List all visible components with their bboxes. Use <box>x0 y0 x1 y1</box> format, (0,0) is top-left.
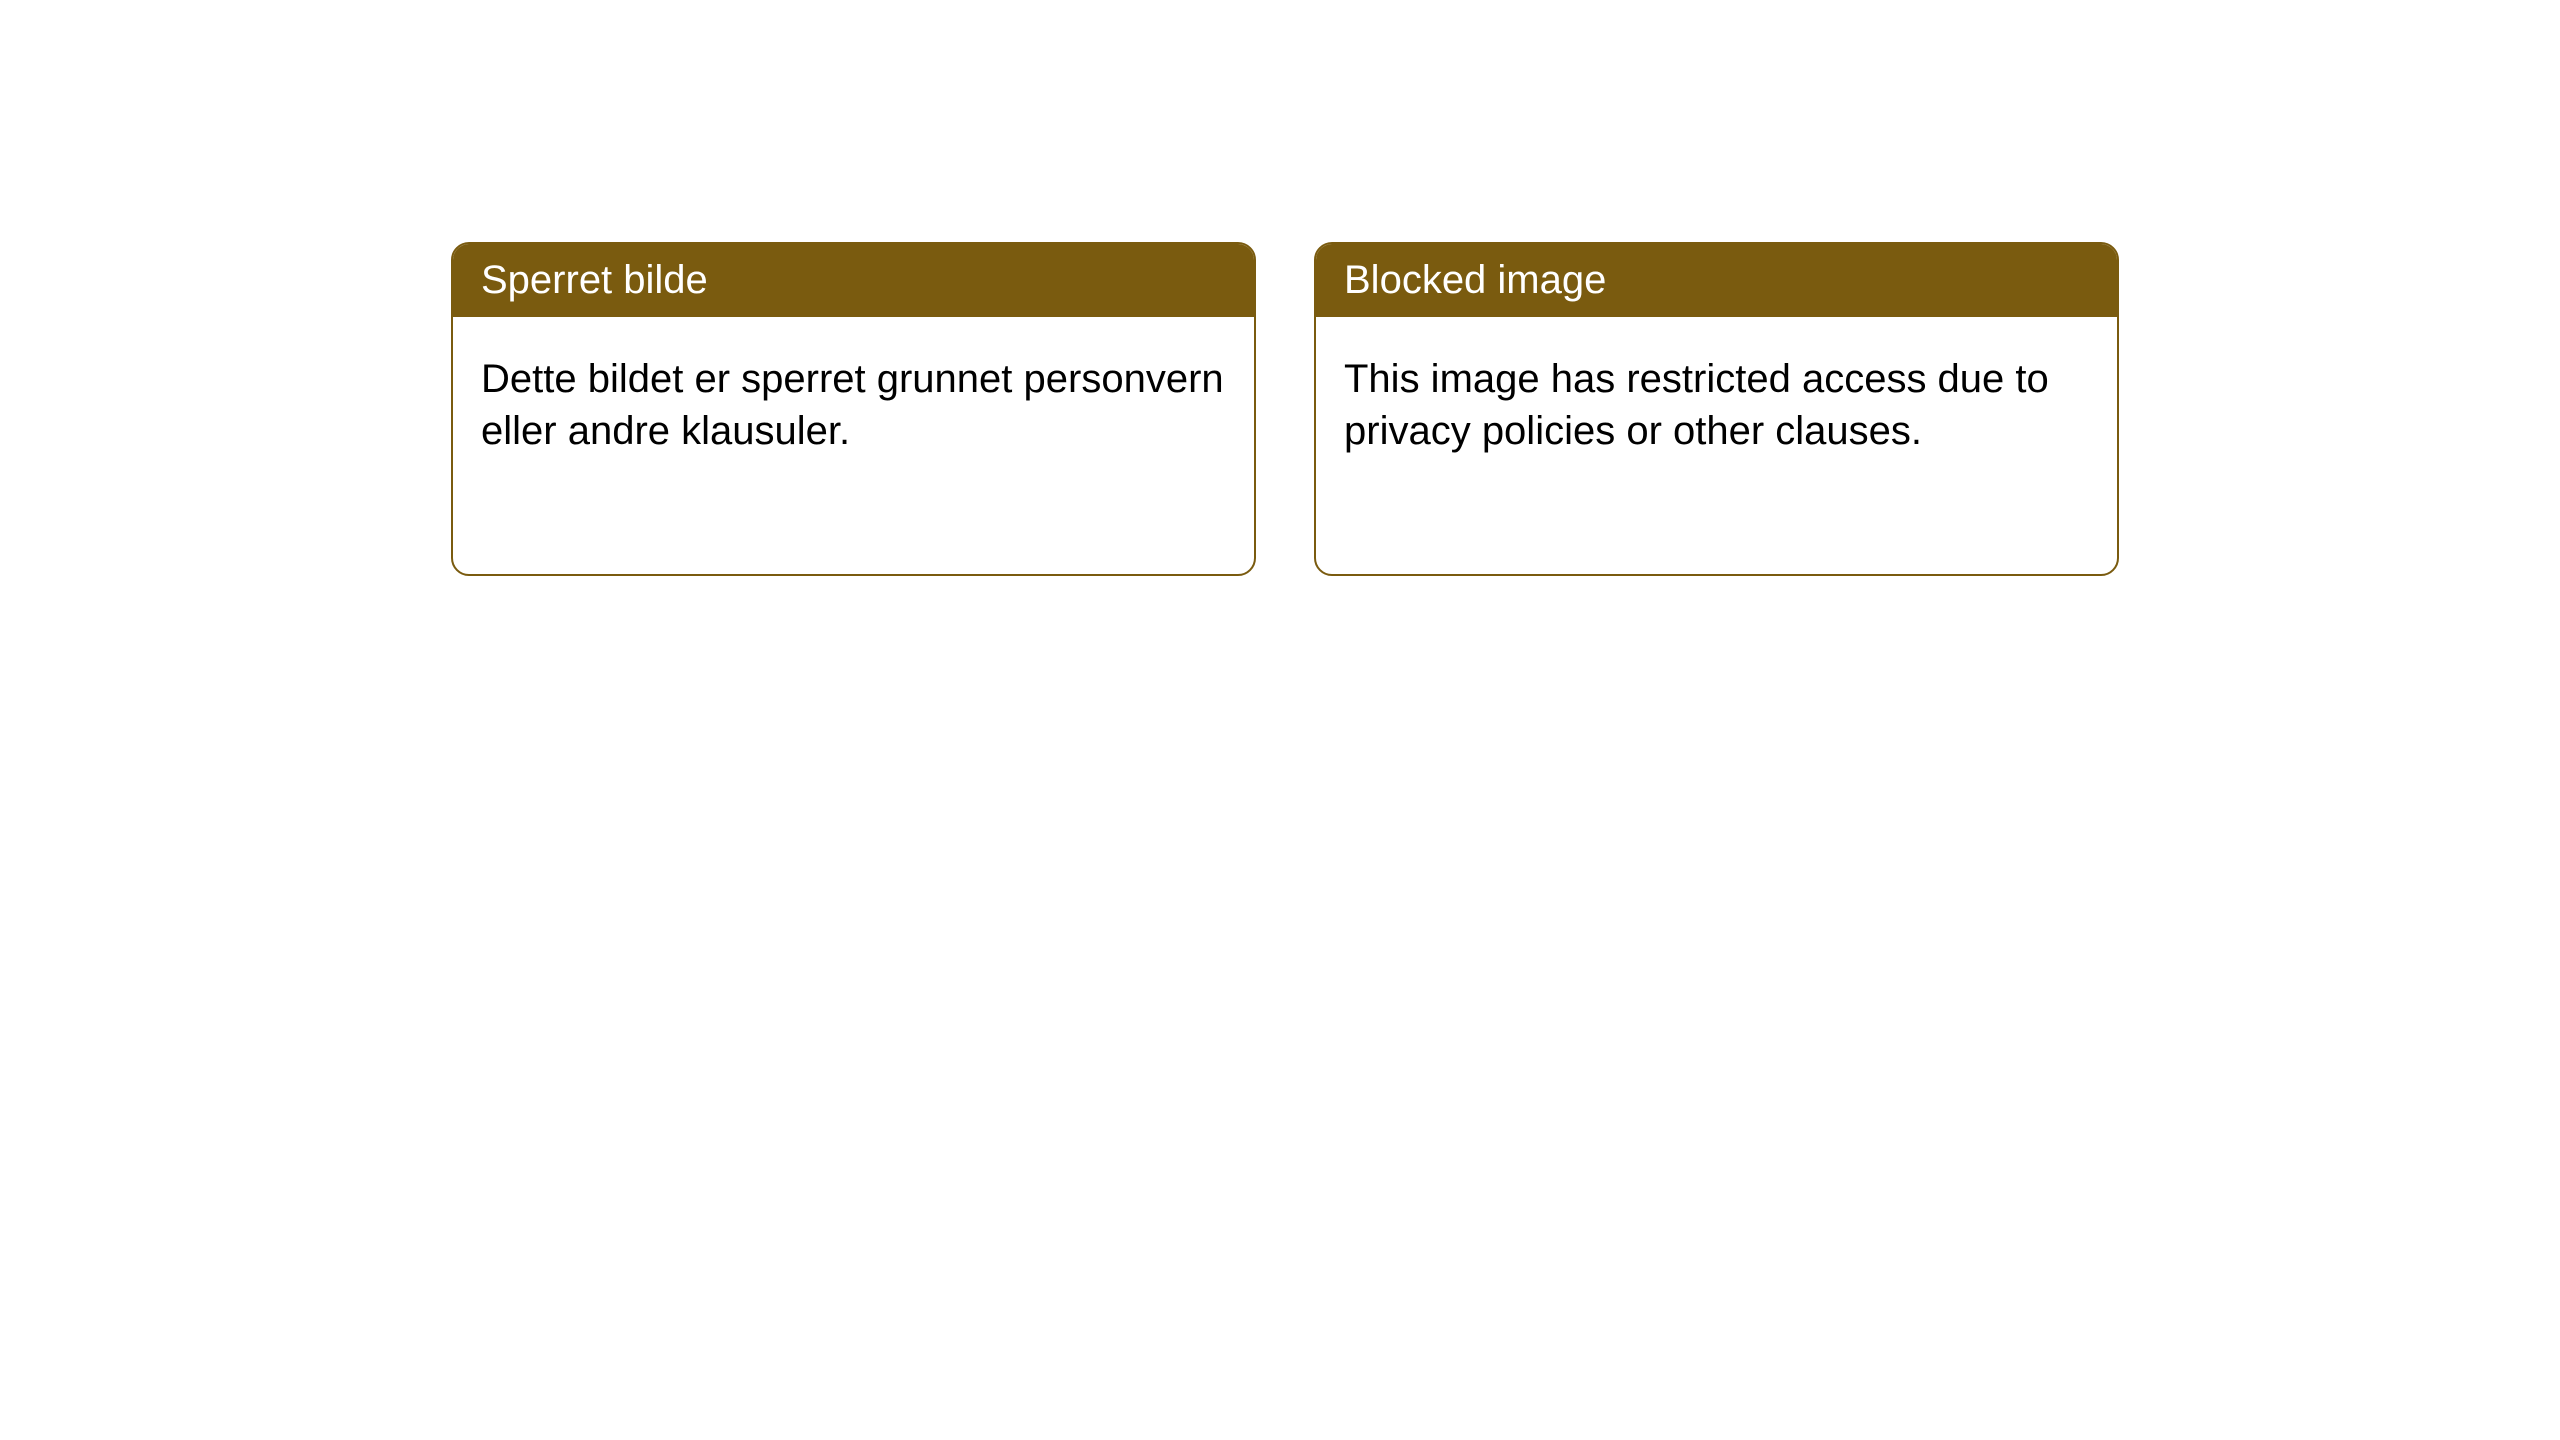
card-header-norwegian: Sperret bilde <box>453 244 1254 317</box>
notice-card-norwegian: Sperret bilde Dette bildet er sperret gr… <box>451 242 1256 576</box>
card-body-norwegian: Dette bildet er sperret grunnet personve… <box>453 317 1254 493</box>
notice-card-english: Blocked image This image has restricted … <box>1314 242 2119 576</box>
notice-container: Sperret bilde Dette bildet er sperret gr… <box>0 0 2560 576</box>
card-body-english: This image has restricted access due to … <box>1316 317 2117 493</box>
card-header-english: Blocked image <box>1316 244 2117 317</box>
